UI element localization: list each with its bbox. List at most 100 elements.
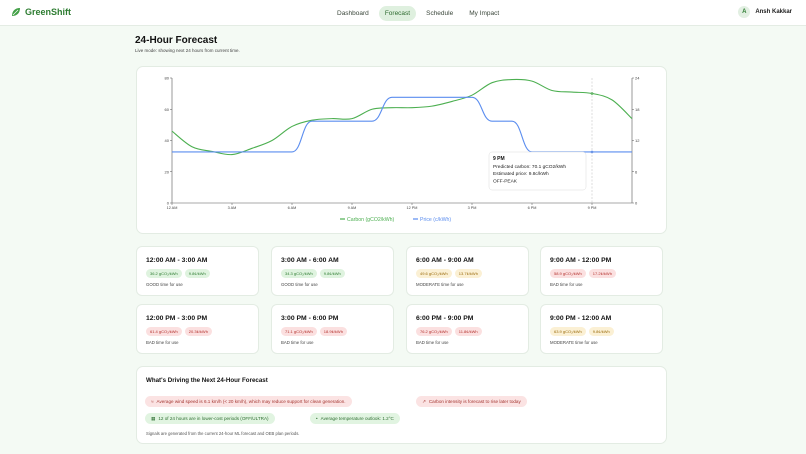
driver-pill-lower-cost: ▦ 12 of 24 hours are in lower-cost perio… — [145, 413, 275, 424]
user-name: Ansh Kakkar — [755, 9, 792, 15]
slot-status: GOOD time for use — [281, 282, 318, 287]
slot-title: 12:00 AM - 3:00 AM — [146, 257, 208, 264]
leaf-icon — [12, 8, 20, 16]
avatar: A — [738, 6, 751, 18]
brand-name: GreenShift — [25, 7, 72, 17]
tab-schedule[interactable]: Schedule — [426, 10, 454, 17]
calendar-icon: ▦ — [151, 415, 156, 421]
nav-tabs: Dashboard Forecast Schedule My Impact — [331, 6, 505, 21]
driver-pill-text: Average temperature outlook: 1.2°C — [320, 416, 394, 421]
carbon-badge: 76.2 gCO₂/kWh — [416, 327, 452, 336]
drivers-card: What's Driving the Next 24-Hour Forecast… — [136, 366, 667, 444]
tooltip-line: Predicted carbon: 70.1 gCO2/kWh — [493, 164, 566, 170]
x-tick-label: 6 PM — [528, 206, 537, 210]
y-left-tick-label: 0 — [167, 201, 170, 206]
slot-badges: 49.6 gCO₂/kWh 13.7¢/kWh — [416, 269, 482, 278]
time-slot-card[interactable]: 12:00 AM - 3:00 AM 36.2 gCO₂/kWh 9.8¢/kWh G… — [136, 246, 259, 296]
slot-status: MODERATE time for use — [550, 340, 598, 345]
y-right-tick-label: 24 — [635, 76, 640, 81]
x-tick-label: 6 AM — [288, 206, 297, 210]
y-right-tick-label: 0 — [635, 201, 638, 206]
slot-title: 9:00 PM - 12:00 AM — [550, 315, 612, 322]
thermometer-icon: • — [316, 416, 318, 421]
time-slot-card[interactable]: 3:00 PM - 6:00 PM 71.1 gCO₂/kWh 18.9¢/kWh B… — [271, 304, 394, 354]
tab-my-impact[interactable]: My Impact — [469, 10, 500, 17]
tooltip-line: OFF-PEAK — [493, 178, 518, 184]
slot-status: BAD time for use — [550, 282, 583, 287]
y-right-tick-label: 12 — [635, 138, 640, 143]
price-series-line — [172, 96, 632, 153]
time-slot-card[interactable]: 6:00 AM - 9:00 AM 49.6 gCO₂/kWh 13.7¢/kWh M… — [406, 246, 529, 296]
legend-carbon-label: Carbon (gCO2/kWh) — [347, 217, 395, 223]
time-slot-card[interactable]: 3:00 AM - 6:00 AM 34.3 gCO₂/kWh 9.8¢/kWh GO… — [271, 246, 394, 296]
tab-dashboard[interactable]: Dashboard — [337, 10, 369, 17]
slot-status: BAD time for use — [281, 340, 314, 345]
y-right-tick-label: 6 — [635, 169, 638, 174]
time-slot-card[interactable]: 12:00 PM - 3:00 PM 61.4 gCO₂/kWh 20.3¢/kWh… — [136, 304, 259, 354]
slot-title: 9:00 AM - 12:00 PM — [550, 257, 612, 264]
price-badge: 17.2¢/kWh — [588, 269, 616, 278]
x-tick-label: 12 AM — [167, 206, 178, 210]
x-tick-label: 12 PM — [407, 206, 418, 210]
tab-forecast[interactable]: Forecast — [378, 6, 417, 21]
slot-title: 6:00 AM - 9:00 AM — [416, 257, 474, 264]
slot-title: 6:00 PM - 9:00 PM — [416, 315, 474, 322]
slot-badges: 63.9 gCO₂/kWh 9.8¢/kWh — [550, 327, 614, 336]
carbon-badge: 34.3 gCO₂/kWh — [281, 269, 317, 278]
y-left-tick-label: 40 — [165, 138, 170, 143]
price-badge: 11.8¢/kWh — [454, 327, 482, 336]
price-badge: 13.7¢/kWh — [454, 269, 482, 278]
drivers-note: Signals are generated from the current 2… — [146, 431, 300, 436]
user-menu[interactable]: A Ansh Kakkar — [738, 6, 792, 18]
brand[interactable]: GreenShift — [11, 7, 71, 17]
slot-status: GOOD time for use — [146, 282, 183, 287]
slot-badges: 71.1 gCO₂/kWh 18.9¢/kWh — [281, 327, 347, 336]
driver-pill-carbon-trend: ↗ Carbon intensity is forecast to rise l… — [416, 396, 527, 407]
slot-badges: 34.3 gCO₂/kWh 9.8¢/kWh — [281, 269, 345, 278]
price-badge: 9.8¢/kWh — [319, 269, 345, 278]
slot-badges: 61.4 gCO₂/kWh 20.3¢/kWh — [146, 327, 212, 336]
x-tick-label: 3 AM — [228, 206, 237, 210]
x-tick-label: 9 PM — [588, 206, 597, 210]
page-title: 24-Hour Forecast — [135, 35, 218, 46]
price-badge: 9.8¢/kWh — [184, 269, 210, 278]
carbon-badge: 71.1 gCO₂/kWh — [281, 327, 317, 336]
slot-status: BAD time for use — [146, 340, 179, 345]
slot-badges: 36.2 gCO₂/kWh 9.8¢/kWh — [146, 269, 210, 278]
price-badge: 9.8¢/kWh — [588, 327, 614, 336]
x-tick-label: 9 AM — [348, 206, 357, 210]
carbon-badge: 58.9 gCO₂/kWh — [550, 269, 586, 278]
page-subtitle: Live mode: showing next 24 hours from cu… — [135, 48, 240, 53]
price-badge: 18.9¢/kWh — [319, 327, 347, 336]
x-tick-label: 3 PM — [468, 206, 477, 210]
time-slot-card[interactable]: 6:00 PM - 9:00 PM 76.2 gCO₂/kWh 11.8¢/kWh B… — [406, 304, 529, 354]
y-right-tick-label: 18 — [635, 107, 640, 112]
time-slot-card[interactable]: 9:00 PM - 12:00 AM 63.9 gCO₂/kWh 9.8¢/kWh M… — [540, 304, 663, 354]
driver-pill-text: Average wind speed is 6.1 km/h (< 20 km/… — [156, 399, 346, 404]
top-nav: GreenShift Dashboard Forecast Schedule M… — [0, 0, 806, 26]
time-slot-card[interactable]: 9:00 AM - 12:00 PM 58.9 gCO₂/kWh 17.2¢/kWh… — [540, 246, 663, 296]
carbon-badge: 36.2 gCO₂/kWh — [146, 269, 182, 278]
slot-badges: 58.9 gCO₂/kWh 17.2¢/kWh — [550, 269, 616, 278]
wind-icon: ≈ — [151, 399, 154, 404]
forecast-chart[interactable]: 0 20 40 60 80 0 6 12 18 24 12 AM 3 AM 6 AM 9 AM 12 PM 3… — [137, 67, 668, 235]
chart-tooltip — [488, 151, 587, 191]
trend-up-icon: ↗ — [422, 398, 426, 404]
driver-pill-wind: ≈ Average wind speed is 6.1 km/h (< 20 k… — [145, 396, 352, 407]
drivers-title: What's Driving the Next 24-Hour Forecast — [146, 377, 268, 384]
forecast-chart-card: 0 20 40 60 80 0 6 12 18 24 12 AM 3 AM 6 AM 9 AM 12 PM 3… — [136, 66, 667, 234]
y-left-tick-label: 80 — [165, 76, 170, 81]
slot-badges: 76.2 gCO₂/kWh 11.8¢/kWh — [416, 327, 482, 336]
carbon-badge: 61.4 gCO₂/kWh — [146, 327, 182, 336]
slot-status: MODERATE time for use — [416, 282, 464, 287]
driver-pill-text: Carbon intensity is forecast to rise lat… — [428, 399, 521, 404]
slot-title: 12:00 PM - 3:00 PM — [146, 315, 208, 322]
tooltip-line: Estimated price: 9.8c/kWh — [493, 171, 549, 177]
legend-price-label: Price (c/kWh) — [420, 217, 451, 223]
carbon-badge: 49.6 gCO₂/kWh — [416, 269, 452, 278]
driver-pill-temperature: • Average temperature outlook: 1.2°C — [310, 413, 400, 424]
tooltip-title: 9 PM — [493, 156, 505, 162]
slot-title: 3:00 AM - 6:00 AM — [281, 257, 339, 264]
slot-status: BAD time for use — [416, 340, 449, 345]
slot-title: 3:00 PM - 6:00 PM — [281, 315, 339, 322]
